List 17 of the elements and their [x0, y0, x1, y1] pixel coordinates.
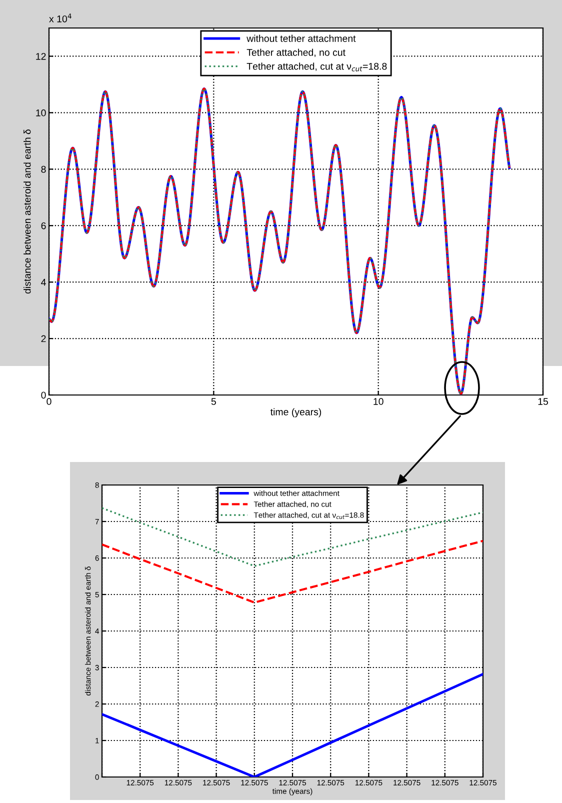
- y-tick-label: 2: [41, 335, 46, 342]
- y-axis-title: distance between asteroid and earth δ: [24, 129, 31, 294]
- x-tick-label: 5: [211, 398, 216, 405]
- legend-label: Tether attached, no cut: [246, 48, 346, 58]
- y-tick-label: 4: [41, 278, 46, 286]
- y-tick-label: 12: [36, 52, 46, 60]
- y-tick-label: 0: [41, 392, 46, 399]
- legend-label: without tether attachment: [246, 34, 356, 42]
- x-axis-title: time (years): [270, 408, 322, 418]
- y-tick-label: 8: [41, 166, 46, 173]
- x-tick-label: 15: [538, 398, 548, 405]
- text: x 10$^{4}$: [49, 14, 72, 22]
- y-tick-label: 6: [41, 222, 46, 230]
- x-tick-label: 10: [374, 398, 384, 405]
- x-tick-label: 0: [46, 398, 52, 405]
- y-tick-label: 10: [36, 109, 46, 116]
- legend-label: Tether attached, cut at ν$_{cut}$=18.8: [246, 62, 387, 72]
